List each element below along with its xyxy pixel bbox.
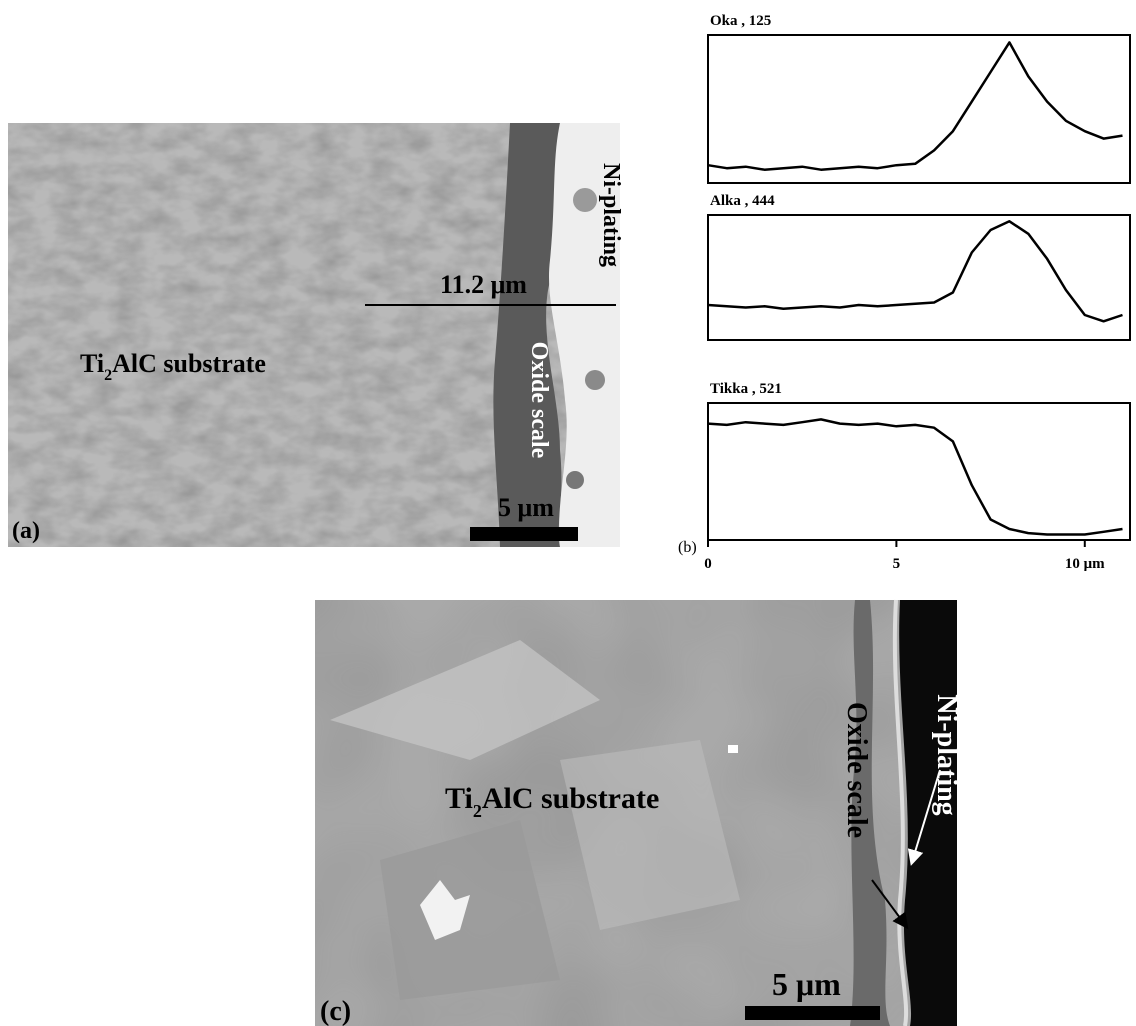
panel-label: (a) [12,518,40,544]
substrate-label-main: Ti [445,782,473,815]
x-tick-label: 10 μm [1065,556,1105,572]
ni-label: Ni-plating [598,163,624,267]
plot-frame [708,215,1130,340]
chart-title: Tikka , 521 [710,381,782,397]
x-tick-label: 0 [704,556,712,572]
profile-line [708,221,1123,321]
scale-label: 5 μm [498,493,554,522]
profile-line [708,42,1123,169]
chart-title: Oka , 125 [710,13,771,29]
chart-title: Alka , 444 [710,193,775,209]
oxide-label: Oxide scale [841,702,872,838]
profile-line [708,419,1123,534]
sem-image-a [8,123,620,547]
scale-label: 5 μm [772,966,841,1002]
line-label: 11.2 μm [440,270,527,299]
ni-label: Ni-plating [931,694,962,815]
panel-label: (c) [320,996,351,1026]
x-tick-label: 5 [893,556,901,572]
substrate-label-rest: AlC substrate [112,349,266,378]
substrate-label-sub: 2 [104,367,112,384]
oxide-label: Oxide scale [526,342,552,459]
figure: 11.2 μm Ni-plating Oxide scale Ti2AlC su… [0,0,1136,1026]
substrate-label-rest: AlC substrate [482,782,660,815]
substrate-label-sub: 2 [473,801,482,821]
panel-label: (b) [678,539,697,556]
substrate-label-main: Ti [80,349,104,378]
